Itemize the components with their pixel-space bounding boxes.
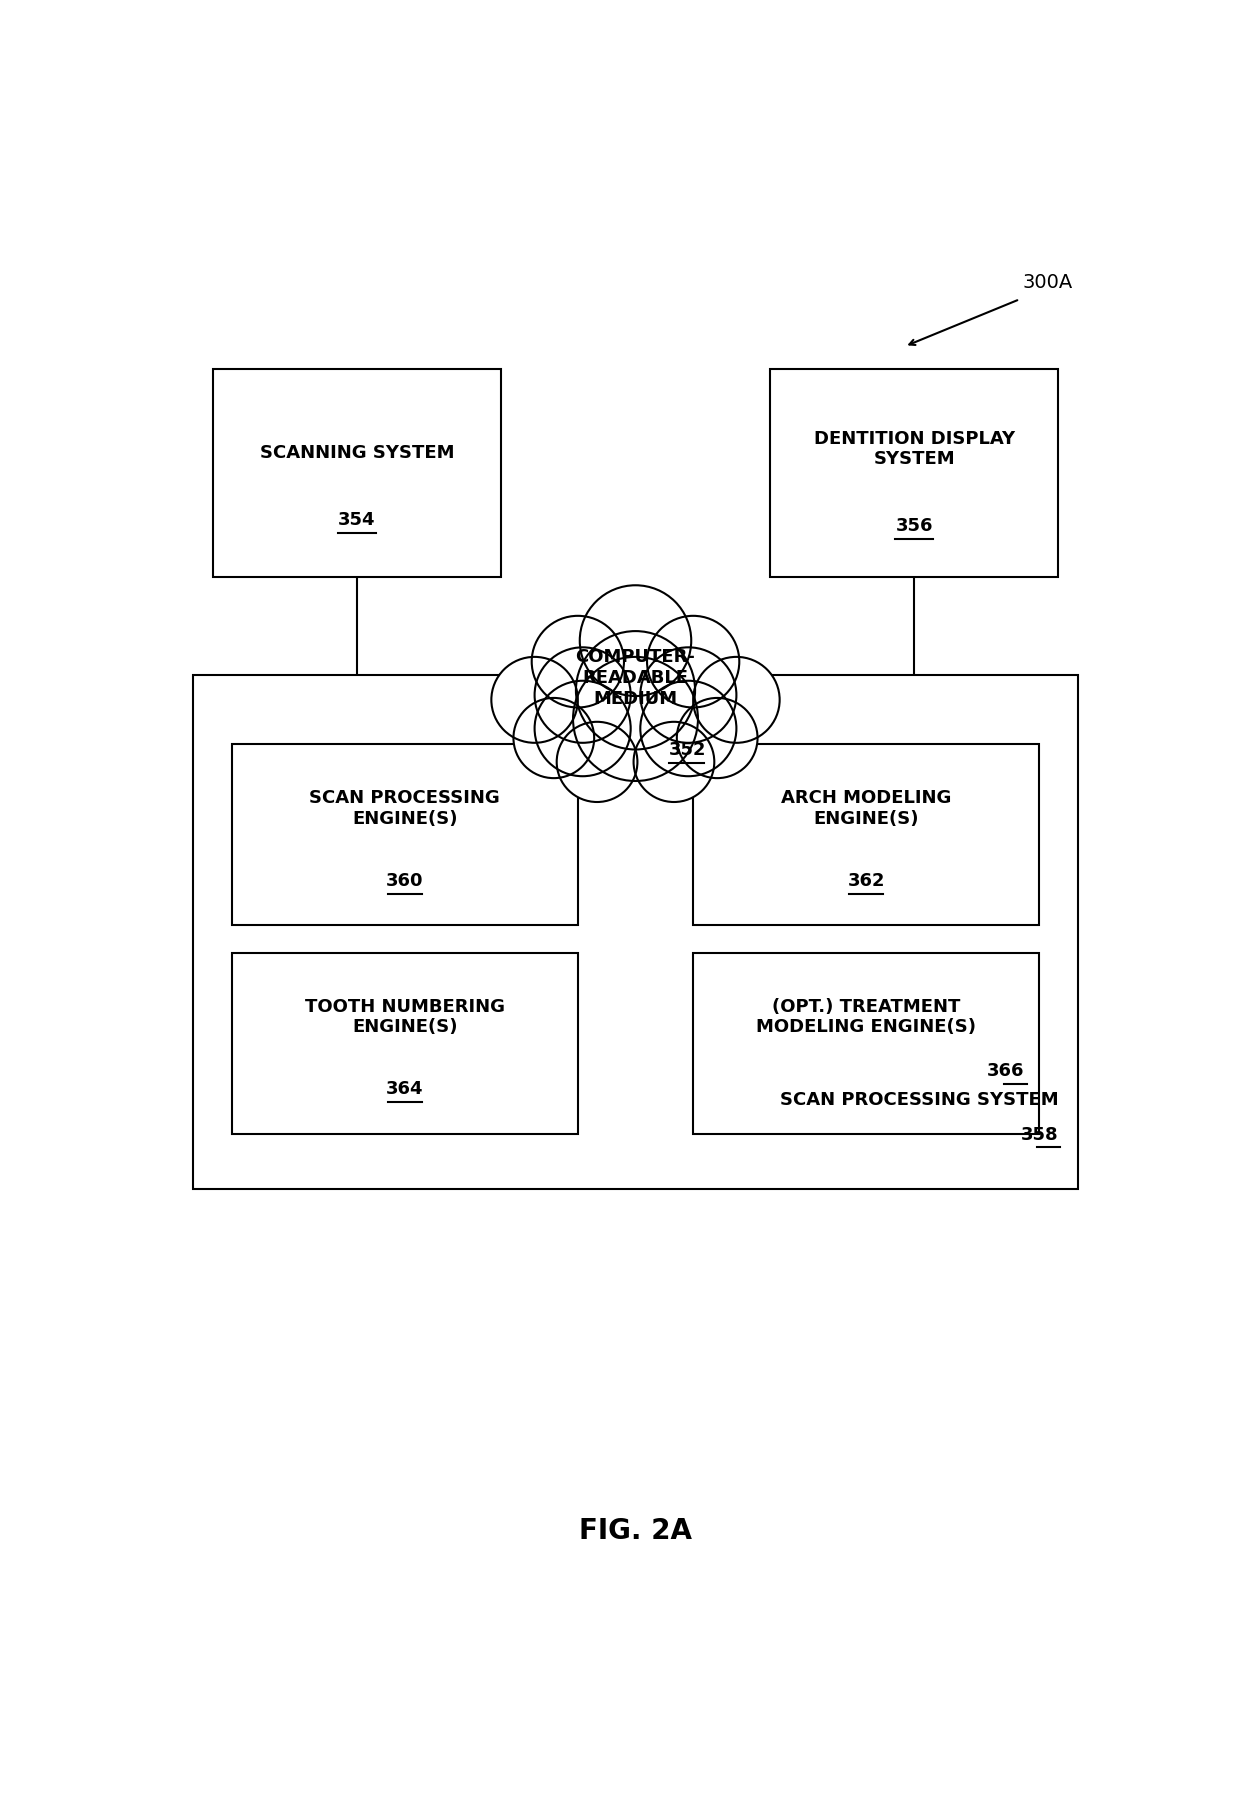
Text: 356: 356 <box>895 516 932 534</box>
FancyBboxPatch shape <box>232 953 578 1134</box>
Text: 360: 360 <box>386 872 424 890</box>
Text: SCAN PROCESSING SYSTEM: SCAN PROCESSING SYSTEM <box>780 1090 1059 1108</box>
Text: 362: 362 <box>847 872 885 890</box>
Text: FIG. 2A: FIG. 2A <box>579 1516 692 1543</box>
FancyBboxPatch shape <box>232 745 578 926</box>
Text: DENTITION DISPLAY
SYSTEM: DENTITION DISPLAY SYSTEM <box>813 430 1014 467</box>
FancyBboxPatch shape <box>693 745 1039 926</box>
Ellipse shape <box>557 722 637 803</box>
Ellipse shape <box>513 699 594 778</box>
Text: 366: 366 <box>987 1061 1024 1079</box>
Ellipse shape <box>580 587 691 697</box>
Ellipse shape <box>640 680 737 776</box>
Ellipse shape <box>677 699 758 778</box>
FancyBboxPatch shape <box>213 370 501 578</box>
Text: 300A: 300A <box>1023 273 1073 291</box>
Ellipse shape <box>647 617 739 708</box>
Ellipse shape <box>693 657 780 744</box>
Text: 364: 364 <box>386 1079 424 1097</box>
Ellipse shape <box>634 722 714 803</box>
Text: 354: 354 <box>339 511 376 529</box>
Text: SCANNING SYSTEM: SCANNING SYSTEM <box>259 444 454 462</box>
Text: SCAN PROCESSING
ENGINE(S): SCAN PROCESSING ENGINE(S) <box>310 789 500 827</box>
Text: 352: 352 <box>670 742 707 758</box>
Ellipse shape <box>640 648 737 744</box>
Ellipse shape <box>575 632 696 751</box>
FancyBboxPatch shape <box>193 675 1078 1189</box>
Ellipse shape <box>573 657 698 782</box>
Ellipse shape <box>534 680 631 776</box>
Ellipse shape <box>532 617 624 708</box>
FancyBboxPatch shape <box>693 953 1039 1134</box>
Text: TOOTH NUMBERING
ENGINE(S): TOOTH NUMBERING ENGINE(S) <box>305 996 505 1036</box>
Ellipse shape <box>491 657 578 744</box>
Text: COMPUTER-
READABLE
MEDIUM: COMPUTER- READABLE MEDIUM <box>575 648 696 708</box>
FancyBboxPatch shape <box>770 370 1058 578</box>
Ellipse shape <box>534 648 631 744</box>
Text: ARCH MODELING
ENGINE(S): ARCH MODELING ENGINE(S) <box>781 789 951 827</box>
Text: 358: 358 <box>1021 1125 1059 1143</box>
Text: (OPT.) TREATMENT
MODELING ENGINE(S): (OPT.) TREATMENT MODELING ENGINE(S) <box>756 996 976 1036</box>
